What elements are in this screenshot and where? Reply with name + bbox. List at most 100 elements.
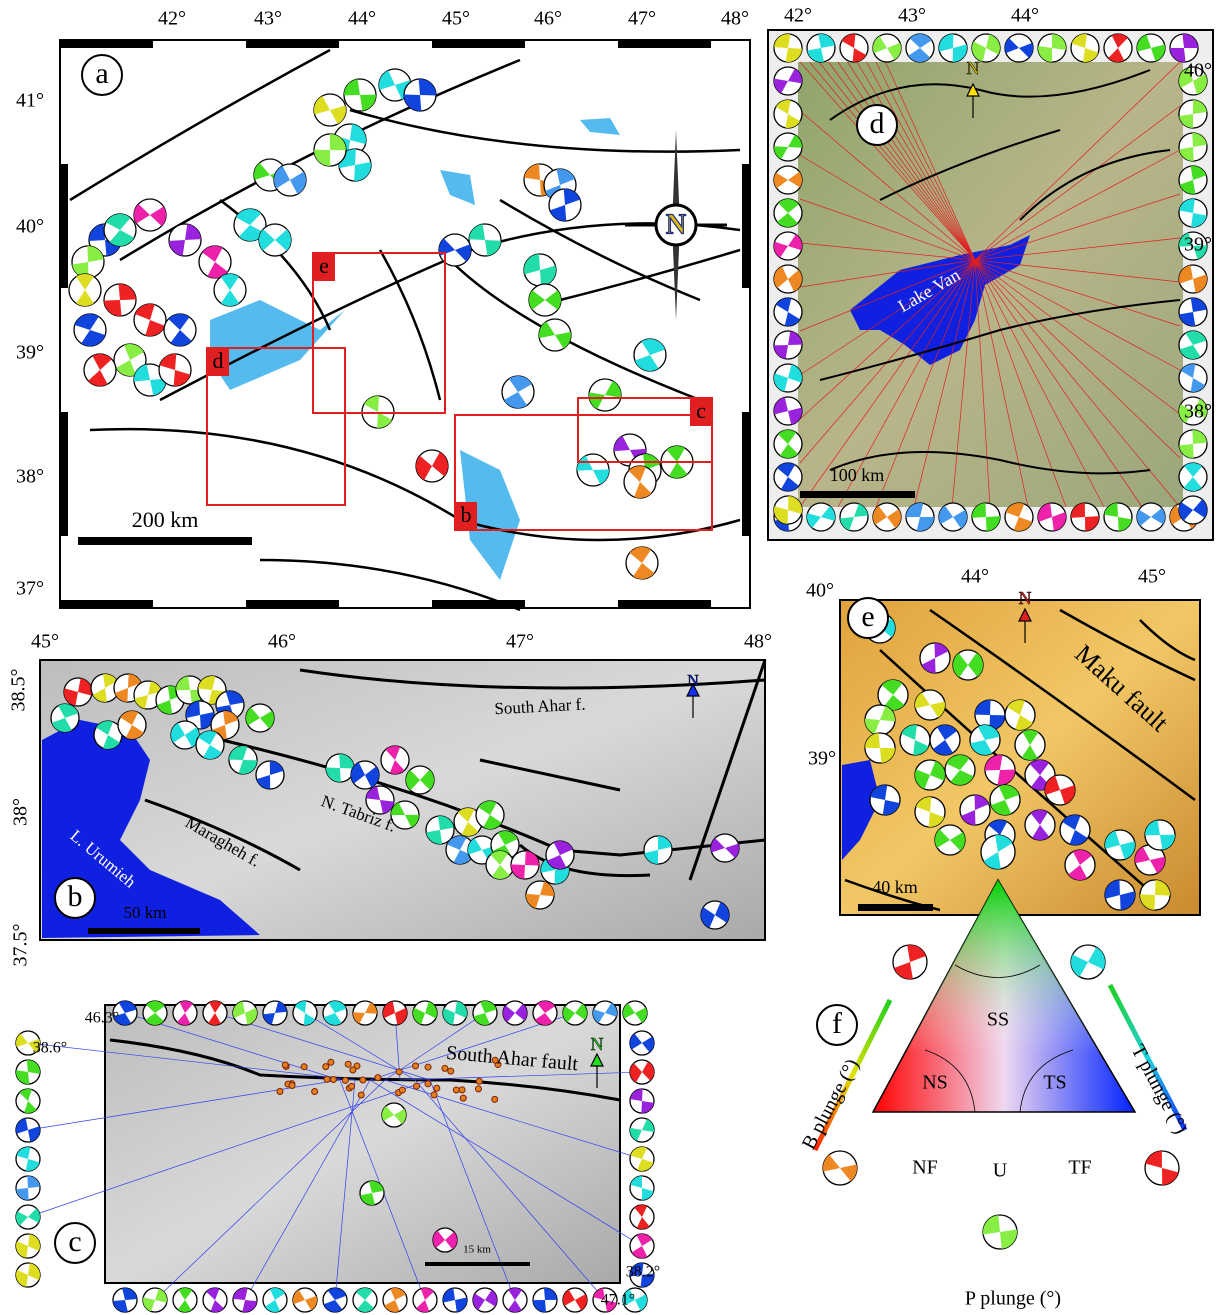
focal-mechanism (774, 463, 802, 491)
focal-mechanism (171, 721, 199, 749)
panel-label: b (68, 880, 83, 913)
inset-label: c (696, 398, 706, 423)
epicenter (396, 1069, 402, 1075)
focal-mechanism (1137, 34, 1165, 62)
axis-label: T plunge (°) (1127, 1041, 1192, 1138)
corner-label: 38.6° (33, 1040, 67, 1057)
epicenter (448, 1068, 454, 1074)
focal-mechanism (774, 232, 802, 260)
focal-mechanism (915, 760, 945, 790)
focal-mechanism (1179, 430, 1207, 458)
focal-mechanism (526, 881, 554, 909)
focal-mechanism (1038, 503, 1066, 531)
lat-tick-label: 39° (16, 342, 44, 364)
lon-tick-label: 46° (534, 8, 562, 30)
epicenter (425, 1081, 431, 1087)
focal-mechanism (1005, 503, 1033, 531)
focal-mechanism (381, 746, 409, 774)
scale-bar (858, 904, 933, 911)
epicenter (431, 1092, 437, 1098)
epicenter (282, 1062, 288, 1068)
focal-mechanism (1170, 34, 1198, 62)
focal-mechanism (104, 284, 136, 316)
inset-label: d (213, 348, 224, 373)
scale-bar (800, 491, 915, 498)
focal-mechanism (344, 79, 376, 111)
frame-tick (60, 164, 68, 288)
focal-mechanism (630, 1147, 654, 1171)
epicenter (358, 1092, 364, 1098)
epicenter (345, 1061, 351, 1067)
epicenter (399, 1087, 405, 1093)
scale-bar (88, 928, 200, 934)
focal-mechanism (711, 834, 739, 862)
north-label: N (666, 209, 686, 240)
focal-mechanism (159, 354, 191, 386)
focal-mechanism (870, 785, 900, 815)
focal-mechanism (701, 901, 729, 929)
focal-mechanism (1071, 945, 1105, 979)
focal-mechanism (774, 364, 802, 392)
epicenter (289, 1082, 295, 1088)
focal-mechanism (1025, 810, 1055, 840)
epicenter (349, 1083, 355, 1089)
focal-mechanism (416, 450, 448, 482)
focal-mechanism (563, 1288, 587, 1312)
focal-mechanism (118, 711, 146, 739)
frame-tick (742, 412, 750, 536)
focal-mechanism (16, 1089, 40, 1113)
focal-mechanism (634, 339, 666, 371)
focal-mechanism (476, 801, 504, 829)
focal-mechanism (353, 1288, 377, 1312)
focal-mechanism (960, 795, 990, 825)
focal-mechanism (865, 733, 895, 763)
focal-mechanism (953, 650, 983, 680)
focal-mechanism (413, 1001, 437, 1025)
focal-mechanism (563, 1001, 587, 1025)
inset-label: e (319, 253, 329, 278)
class-label: NS (922, 1072, 948, 1094)
focal-mechanism (74, 314, 106, 346)
scale-bar-label: 200 km (132, 507, 199, 532)
focal-mechanism (233, 1288, 257, 1312)
focal-mechanism (774, 133, 802, 161)
figure: 42°43°44°45°46°47°48°41°40°39°38°37°debc… (0, 0, 1229, 1315)
focal-mechanism (630, 1234, 654, 1258)
lon-tick-label: 44° (348, 8, 376, 30)
focal-mechanism (1065, 850, 1095, 880)
epicenter (459, 1087, 465, 1093)
scale-bar-label: 100 km (830, 465, 885, 485)
focal-mechanism (549, 189, 581, 221)
lon-tick-label: 47° (506, 631, 534, 653)
epicenter (375, 1075, 381, 1081)
focal-mechanism (1071, 34, 1099, 62)
focal-mechanism (503, 1288, 527, 1312)
focal-mechanism (1105, 830, 1135, 860)
focal-mechanism (533, 1001, 557, 1025)
focal-mechanism (293, 1001, 317, 1025)
focal-mechanism (469, 224, 501, 256)
class-label: TS (1043, 1072, 1066, 1094)
focal-mechanism (865, 705, 895, 735)
frame-tick (60, 600, 153, 608)
focal-mechanism (774, 34, 802, 62)
focal-mechanism (473, 1001, 497, 1025)
focal-mechanism (774, 166, 802, 194)
corner-label: 46.3° (85, 1010, 119, 1027)
panel-label: d (870, 107, 885, 140)
epicenter (350, 1067, 356, 1073)
focal-mechanism (823, 1151, 857, 1185)
focal-mechanism (263, 1001, 287, 1025)
epicenter (434, 1085, 440, 1091)
epicenter (301, 1064, 307, 1070)
focal-mechanism (16, 1205, 40, 1229)
focal-mechanism (246, 704, 274, 732)
panel-label: a (95, 57, 108, 90)
epicenter (360, 1077, 366, 1083)
epicenter (324, 1076, 330, 1082)
focal-mechanism (1045, 775, 1075, 805)
axis-label: B plunge (°) (798, 1055, 864, 1153)
focal-mechanism (413, 1288, 437, 1312)
lon-tick-label: 45° (1138, 566, 1166, 588)
epicenter (328, 1059, 334, 1065)
